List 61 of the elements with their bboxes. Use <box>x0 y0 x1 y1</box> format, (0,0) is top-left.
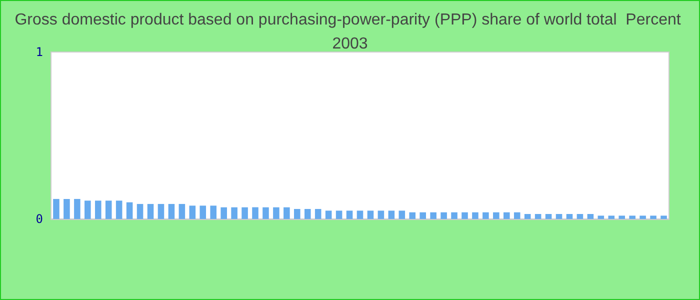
bar <box>336 210 342 219</box>
bar <box>398 210 406 219</box>
bar <box>534 214 542 219</box>
bar <box>640 216 646 219</box>
bar <box>545 214 552 219</box>
bar <box>493 212 500 219</box>
bar <box>242 207 248 219</box>
bar <box>325 210 332 219</box>
bar <box>378 210 384 219</box>
bar <box>346 210 353 219</box>
bar <box>64 198 70 219</box>
bar <box>158 204 164 219</box>
y-tick-label: 1 <box>36 45 43 59</box>
bar <box>356 210 364 219</box>
bar <box>514 212 520 219</box>
bar <box>367 210 374 219</box>
bar <box>618 216 626 219</box>
bar <box>252 207 258 219</box>
bar <box>482 212 489 219</box>
bar <box>53 198 60 219</box>
bar <box>136 204 144 219</box>
bar <box>105 200 112 219</box>
bar <box>200 206 206 219</box>
bar <box>524 214 531 219</box>
bar <box>189 206 196 219</box>
bar <box>388 210 395 219</box>
bar <box>608 216 615 219</box>
bar <box>440 212 447 219</box>
bar <box>587 214 594 219</box>
bar <box>84 200 91 219</box>
bar <box>314 208 322 219</box>
bar <box>116 200 122 219</box>
y-tick-label: 0 <box>36 212 43 226</box>
bar <box>462 212 468 219</box>
bar <box>650 216 656 219</box>
bar <box>231 207 238 219</box>
bar <box>660 216 667 219</box>
bar <box>74 198 80 219</box>
bar <box>210 206 216 219</box>
bar <box>566 214 573 219</box>
bar <box>273 207 280 219</box>
bar <box>629 216 636 219</box>
bar <box>294 208 300 219</box>
bar <box>147 204 154 219</box>
bar <box>168 204 175 219</box>
bar <box>556 214 562 219</box>
bar <box>451 212 458 219</box>
bar <box>472 212 478 219</box>
bar <box>409 212 416 219</box>
bar <box>126 202 133 219</box>
bar <box>430 212 436 219</box>
bar <box>598 216 604 219</box>
bar <box>94 200 102 219</box>
bar <box>504 212 510 219</box>
bar <box>284 207 290 219</box>
bar <box>576 214 584 219</box>
bar <box>262 207 269 219</box>
bar <box>420 212 426 219</box>
bar <box>178 204 186 219</box>
bar <box>220 207 227 219</box>
bar <box>304 208 311 219</box>
